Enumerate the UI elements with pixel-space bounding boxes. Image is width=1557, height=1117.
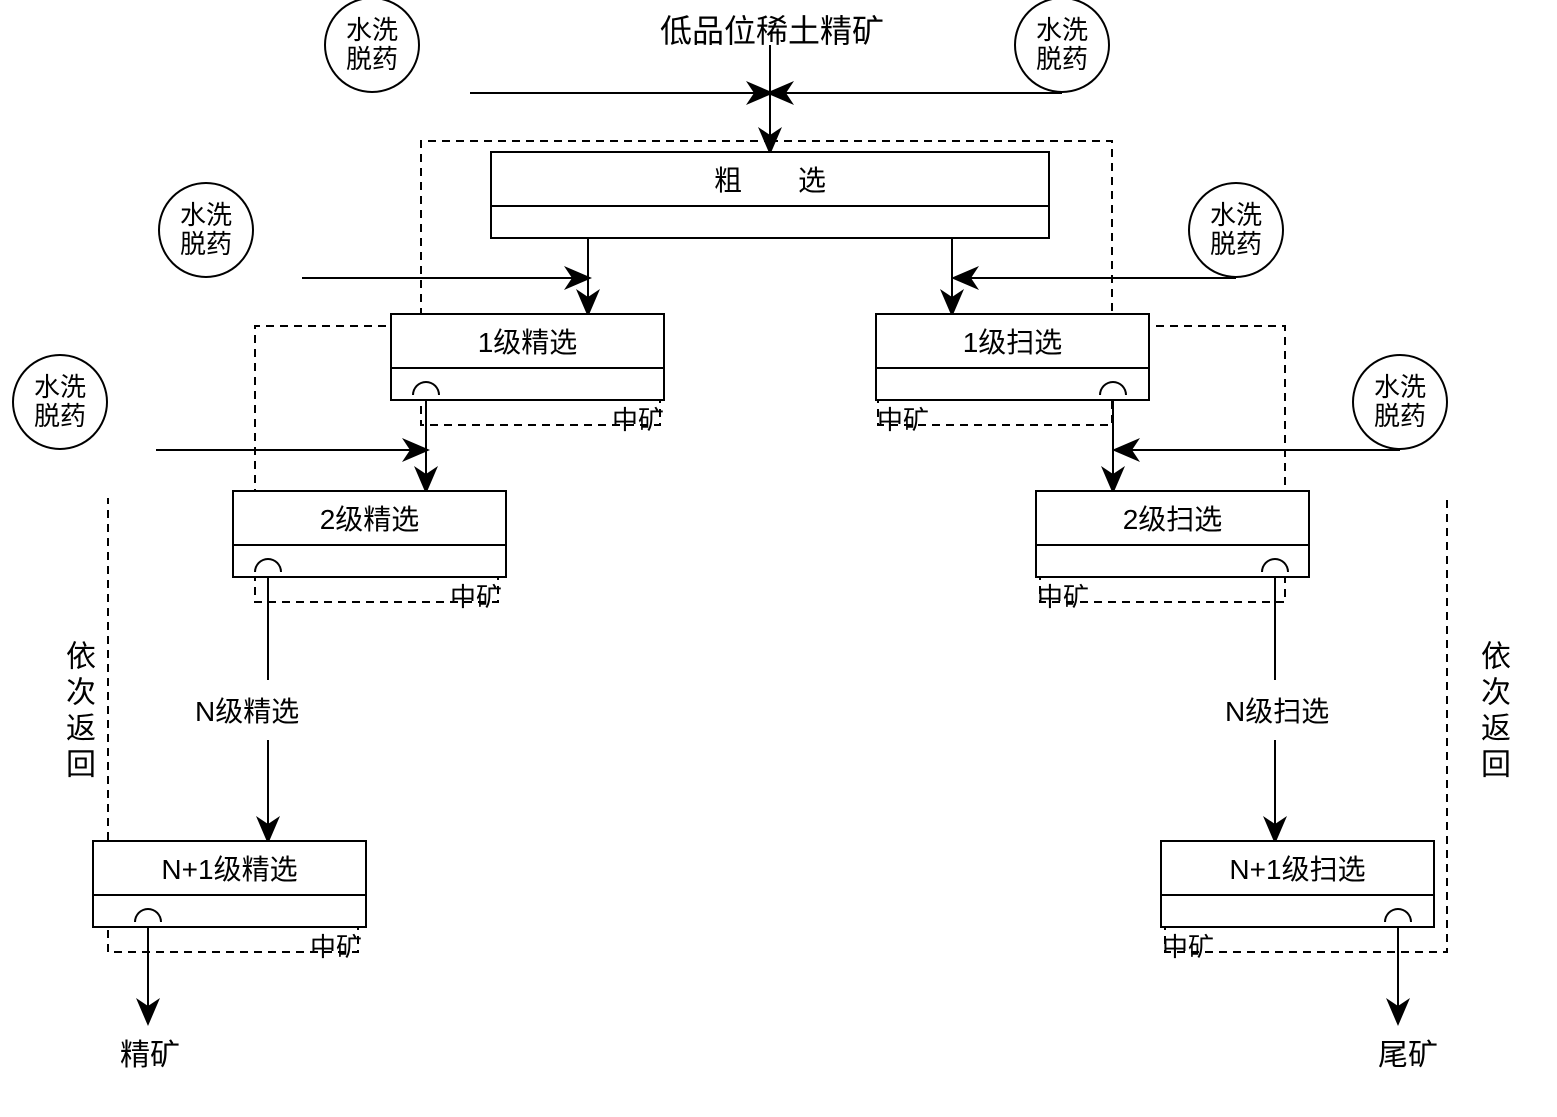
circle-line2: 脱药: [1210, 230, 1262, 259]
circle-line2: 脱药: [1374, 402, 1426, 431]
wash-circle-c1: 水洗脱药: [324, 0, 420, 93]
flowchart-canvas: 低品位稀土精矿 粗 选1级精选1级扫选2级精选2级扫选N+1级精选N+1级扫选 …: [0, 0, 1557, 1117]
label-ret_l: 依次返回: [55, 640, 99, 784]
circle-line1: 水洗: [34, 373, 86, 402]
wash-circle-c5: 水洗脱药: [12, 354, 108, 450]
circle-line1: 水洗: [180, 201, 232, 230]
label-mid_s2l: 中矿: [1037, 577, 1089, 614]
process-box-body: [492, 207, 1048, 237]
wash-circle-c2: 水洗脱药: [1014, 0, 1110, 93]
process-box-label: N+1级精选: [94, 842, 365, 896]
label-mid_s1l: 中矿: [877, 400, 929, 437]
circle-line2: 脱药: [34, 402, 86, 431]
label-mid_c1r: 中矿: [612, 400, 664, 437]
circle-line1: 水洗: [1210, 201, 1262, 230]
wash-circle-c4: 水洗脱药: [1188, 182, 1284, 278]
process-box-label: 2级精选: [234, 492, 505, 546]
circle-line2: 脱药: [180, 230, 232, 259]
label-nclean: N级精选: [195, 690, 299, 730]
process-box-label: 1级扫选: [877, 315, 1148, 369]
circle-line1: 水洗: [346, 16, 398, 45]
label-tail: 尾矿: [1378, 1030, 1438, 1074]
process-box-rough: 粗 选: [490, 151, 1050, 239]
label-nscav: N级扫选: [1225, 690, 1329, 730]
process-box-label: 2级扫选: [1037, 492, 1308, 546]
process-box-label: N+1级扫选: [1162, 842, 1433, 896]
process-box-label: 粗 选: [492, 153, 1048, 207]
circle-line2: 脱药: [346, 45, 398, 74]
wash-circle-c3: 水洗脱药: [158, 182, 254, 278]
label-conc: 精矿: [120, 1030, 180, 1074]
label-mid_cN1r: 中矿: [310, 927, 362, 964]
process-box-cleanN1: N+1级精选: [92, 840, 367, 928]
circle-line1: 水洗: [1036, 16, 1088, 45]
process-box-label: 1级精选: [392, 315, 663, 369]
label-mid_c2r: 中矿: [450, 577, 502, 614]
diagram-title: 低品位稀土精矿: [660, 6, 884, 52]
label-mid_sN1l: 中矿: [1162, 927, 1214, 964]
circle-line2: 脱药: [1036, 45, 1088, 74]
wash-circle-c6: 水洗脱药: [1352, 354, 1448, 450]
circle-line1: 水洗: [1374, 373, 1426, 402]
label-ret_r: 依次返回: [1470, 640, 1514, 784]
